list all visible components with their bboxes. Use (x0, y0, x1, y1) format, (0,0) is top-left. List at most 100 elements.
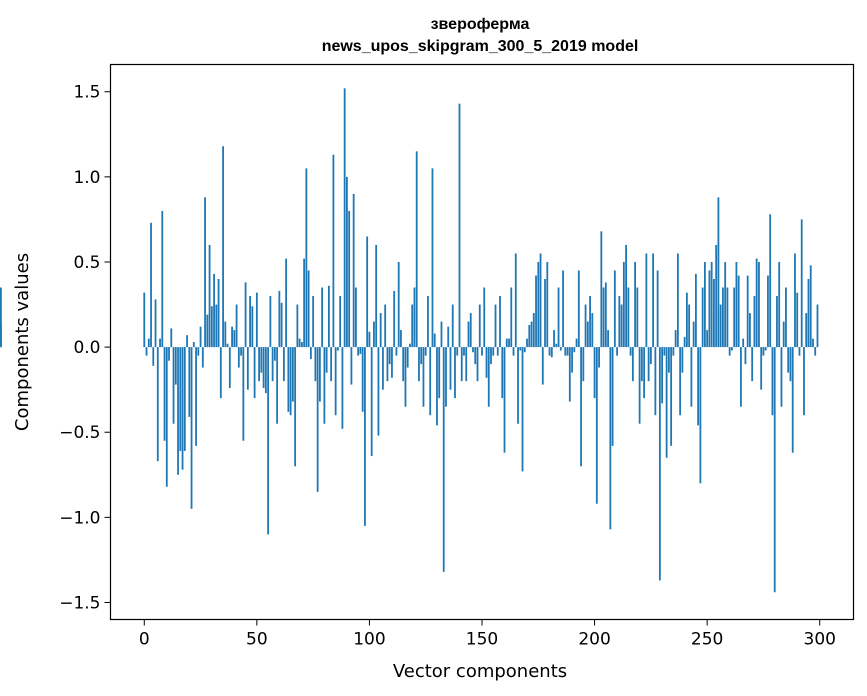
bar (440, 321, 443, 348)
bar (436, 347, 438, 426)
bar (575, 338, 578, 348)
bar (429, 347, 432, 416)
bar (694, 273, 697, 348)
bar (393, 290, 396, 348)
bar (269, 296, 272, 348)
bar (201, 347, 204, 368)
bar (411, 304, 414, 348)
bar (199, 326, 202, 348)
bar (469, 313, 472, 348)
bar (607, 330, 609, 348)
bar (807, 279, 810, 348)
bar (629, 347, 632, 356)
x-tick-label: 100 (353, 630, 385, 650)
bar (672, 347, 675, 356)
bar (600, 231, 603, 348)
bar (341, 347, 344, 429)
bar (195, 347, 197, 446)
bar (165, 347, 168, 487)
bar (670, 347, 673, 446)
bar (636, 287, 639, 348)
bar (496, 347, 499, 356)
bar (796, 292, 799, 348)
bar (767, 275, 769, 348)
bar (753, 296, 756, 348)
bar (773, 347, 776, 593)
bar (622, 261, 625, 348)
bar (0, 323, 2, 348)
x-tick-label: 150 (466, 630, 498, 650)
plot-frame (109, 63, 855, 621)
bar (370, 347, 373, 457)
bar (789, 347, 792, 382)
bar (514, 253, 517, 348)
bar (145, 347, 148, 356)
bar (760, 347, 763, 390)
bar (568, 347, 571, 402)
bar (731, 347, 733, 351)
bar (625, 244, 627, 348)
bar (787, 347, 790, 373)
bar (785, 287, 787, 348)
bar (246, 347, 249, 390)
bar (776, 296, 778, 348)
bar (647, 347, 650, 382)
bar (541, 347, 544, 385)
bar (582, 347, 585, 382)
bar (465, 347, 468, 382)
bar (240, 347, 242, 356)
x-axis-label: Vector components (393, 661, 567, 682)
bar (323, 347, 326, 424)
bar (487, 347, 490, 407)
bar (377, 347, 380, 436)
bar (287, 347, 290, 412)
bar (791, 347, 794, 453)
bar (638, 347, 641, 424)
bar (611, 347, 614, 446)
bar (665, 347, 668, 458)
bar (764, 347, 767, 351)
bar (298, 338, 301, 348)
bar (595, 347, 598, 504)
bar (152, 347, 155, 366)
bar (328, 285, 330, 348)
bar (690, 347, 693, 407)
bar (190, 347, 193, 509)
bar (593, 347, 596, 399)
bar (355, 287, 357, 348)
y-tick-label: −1.0 (59, 508, 100, 528)
bar (233, 330, 236, 348)
bar (305, 168, 308, 348)
bar (330, 347, 333, 382)
bar (735, 261, 738, 348)
bar (427, 296, 429, 348)
bar (244, 282, 247, 348)
bar (656, 270, 659, 348)
y-axis-label: Components values (12, 253, 33, 431)
bar (573, 347, 576, 353)
bar (557, 287, 560, 348)
bar (285, 258, 288, 348)
bar (649, 347, 652, 365)
bar (458, 103, 461, 348)
bar (544, 279, 546, 348)
bar (361, 347, 364, 412)
bar (343, 88, 346, 348)
bar (163, 347, 166, 441)
bar (262, 347, 265, 388)
bar (348, 210, 351, 348)
bar (562, 270, 564, 348)
bar (174, 347, 177, 385)
bar (746, 275, 749, 348)
bar (0, 287, 2, 348)
bar (749, 313, 751, 348)
bar (762, 347, 765, 356)
bar (260, 347, 263, 373)
bar (803, 347, 805, 416)
bar (658, 347, 661, 581)
bar (706, 330, 709, 348)
bar (751, 347, 754, 382)
bar (273, 347, 276, 361)
bar (758, 261, 760, 348)
bar (613, 270, 616, 348)
